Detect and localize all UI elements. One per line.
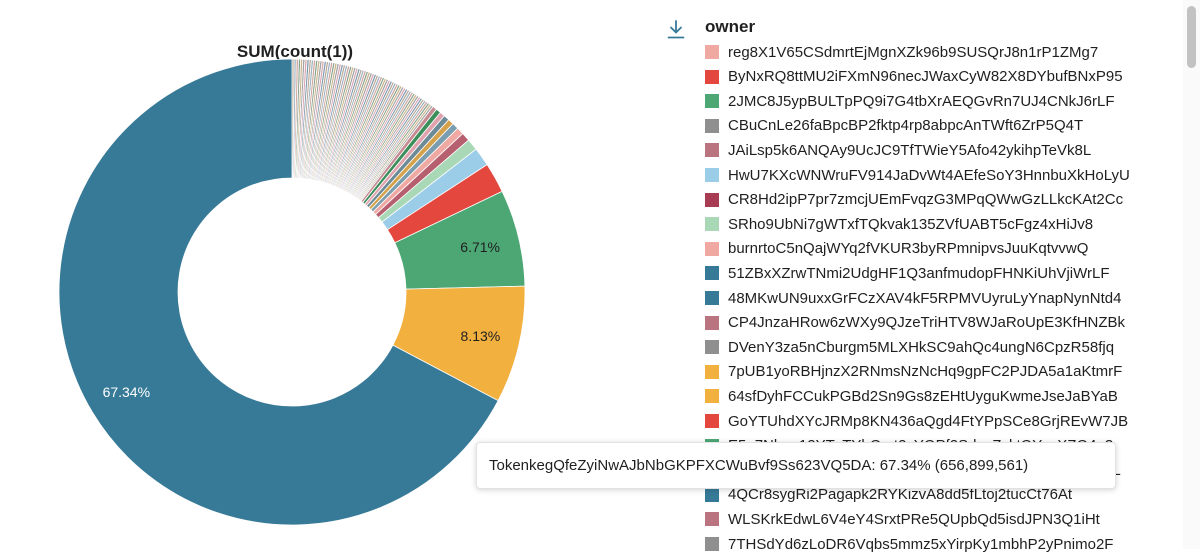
legend-item[interactable]: 4QCr8sygRi2Pagapk2RYKizvA8dd5fLtoj2tucCt…: [705, 483, 1072, 507]
legend-scrollbar-thumb[interactable]: [1187, 6, 1196, 68]
legend-label: CP4JnzaHRow6zWXy9QJzeTriHTV8WJaRoUpE3KfH…: [728, 314, 1126, 332]
legend-item[interactable]: JAiLsp5k6ANQAy9UcJC9TfTWieY5Afo42ykihpTe…: [705, 138, 1091, 162]
legend-swatch: [705, 487, 719, 502]
legend-swatch: [705, 69, 719, 84]
pie-slices: [58, 58, 526, 526]
legend-label: CBuCnLe26faBpcBP2fktp4rp8abpcAnTWft6ZrP5…: [728, 117, 1084, 135]
legend-item[interactable]: 7THSdYd6zLoDR6Vqbs5mmz5xYirpKy1mbhP2yPni…: [705, 532, 1113, 556]
legend-label: JAiLsp5k6ANQAy9UcJC9TfTWieY5Afo42ykihpTe…: [728, 141, 1092, 159]
legend-item[interactable]: 48MKwUN9uxxGrFCzXAV4kF5RPMVUyruLyYnapNyn…: [705, 286, 1121, 310]
legend-swatch: [705, 512, 719, 527]
pie-slice-labels: 6.71% 8.13% 67.34%: [103, 239, 501, 400]
legend-list: reg8X1V65CSdmrtEjMgnXZk96b9SUSQrJ8n1rP1Z…: [705, 40, 1175, 560]
legend-label: HwU7KXcWNWruFV914JaDvWt4AEfeSoY3HnnbuXkH…: [728, 166, 1130, 184]
chart-title: SUM(count(1)): [236, 42, 354, 61]
legend-label: WLSKrkEdwL6V4eY4SrxtPRe5QUpbQd5isdJPN3Q1…: [728, 510, 1100, 528]
legend-swatch: [705, 340, 719, 355]
legend-label: 51ZBxXZrwTNmi2UdgHF1Q3anfmudopFHNKiUhVji…: [728, 264, 1110, 282]
legend-swatch: [705, 94, 719, 109]
legend-label: 7pUB1yoRBHjnzX2RNmsNzNcHq9gpFC2PJDA5a1aK…: [728, 363, 1123, 381]
legend-item[interactable]: CR8Hd2ipP7pr7zmcjUEmFvqzG3MPqQWwGzLLkcKA…: [705, 188, 1123, 212]
legend-label: 2JMC8J5ypBULTpPQ9i7G4tbXrAEQGvRn7UJ4CNkJ…: [728, 92, 1115, 110]
legend-item[interactable]: HwU7KXcWNWruFV914JaDvWt4AEfeSoY3HnnbuXkH…: [705, 163, 1130, 187]
slice-percent-label: 67.34%: [103, 384, 150, 400]
legend-title: owner: [705, 17, 756, 36]
legend-swatch: [705, 315, 719, 330]
legend-label: 7THSdYd6zLoDR6Vqbs5mmz5xYirpKy1mbhP2yPni…: [728, 535, 1114, 553]
legend-item[interactable]: 64sfDyhFCCukPGBd2Sn9Gs8zEHtUyguKwmeJseJa…: [705, 384, 1118, 408]
legend-item[interactable]: CBuCnLe26faBpcBP2fktp4rp8abpcAnTWft6ZrP5…: [705, 114, 1083, 138]
legend-label: burnrtoC5nQajWYq2fVKUR3byRPmnipvsJuuKqtv…: [728, 240, 1089, 258]
legend-swatch: [705, 364, 719, 379]
legend-item[interactable]: 2JMC8J5ypBULTpPQ9i7G4tbXrAEQGvRn7UJ4CNkJ…: [705, 89, 1115, 113]
legend-item[interactable]: 7pUB1yoRBHjnzX2RNmsNzNcHq9gpFC2PJDA5a1aK…: [705, 360, 1122, 384]
legend-item[interactable]: ByNxRQ8ttMU2iFXmN96necJWaxCyW82X8DYbufBN…: [705, 65, 1123, 89]
legend-item[interactable]: reg8X1V65CSdmrtEjMgnXZk96b9SUSQrJ8n1rP1Z…: [705, 40, 1098, 64]
donut-chart[interactable]: 6.71% 8.13% 67.34%: [0, 0, 660, 549]
legend-item[interactable]: DVenY3za5nCburgm5MLXHkSC9ahQc4ungN6CpzR5…: [705, 335, 1114, 359]
legend-item[interactable]: GoYTUhdXYcJRMp8KN436aQgd4FtYPpSCe8GrjREv…: [705, 409, 1128, 433]
legend-swatch: [705, 168, 719, 182]
legend-swatch: [705, 414, 719, 428]
tooltip-text: TokenkegQfeZyiNwAJbNbGKPFXCWuBvf9Ss623VQ…: [489, 457, 1029, 474]
slice-percent-label: 6.71%: [460, 239, 500, 255]
legend-swatch: [705, 118, 719, 133]
legend-label: 4QCr8sygRi2Pagapk2RYKizvA8dd5fLtoj2tucCt…: [728, 486, 1073, 504]
download-icon[interactable]: [665, 18, 687, 40]
legend-item[interactable]: CP4JnzaHRow6zWXy9QJzeTriHTV8WJaRoUpE3KfH…: [705, 311, 1125, 335]
legend-label: GoYTUhdXYcJRMp8KN436aQgd4FtYPpSCe8GrjREv…: [728, 412, 1129, 430]
legend-item[interactable]: WLSKrkEdwL6V4eY4SrxtPRe5QUpbQd5isdJPN3Q1…: [705, 507, 1100, 531]
legend-label: reg8X1V65CSdmrtEjMgnXZk96b9SUSQrJ8n1rP1Z…: [728, 43, 1099, 61]
legend-item[interactable]: burnrtoC5nQajWYq2fVKUR3byRPmnipvsJuuKqtv…: [705, 237, 1088, 261]
legend-label: CR8Hd2ipP7pr7zmcjUEmFvqzG3MPqQWwGzLLkcKA…: [728, 191, 1124, 209]
legend-label: SRho9UbNi7gWTxfTQkvak135ZVfUABT5cFgz4xHi…: [728, 215, 1094, 233]
legend-swatch: [705, 45, 719, 59]
pie-slice[interactable]: [58, 58, 499, 526]
legend-scrollbar[interactable]: [1183, 0, 1200, 549]
legend-label: 48MKwUN9uxxGrFCzXAV4kF5RPMVUyruLyYnapNyn…: [728, 289, 1122, 307]
legend-swatch: [705, 217, 719, 232]
legend-swatch: [705, 389, 719, 404]
legend-item[interactable]: 51ZBxXZrwTNmi2UdgHF1Q3anfmudopFHNKiUhVji…: [705, 261, 1110, 285]
legend-swatch: [705, 266, 719, 281]
legend-swatch: [705, 291, 719, 305]
slice-percent-label: 8.13%: [461, 328, 501, 344]
chart-tooltip: TokenkegQfeZyiNwAJbNbGKPFXCWuBvf9Ss623VQ…: [476, 442, 1116, 489]
legend-swatch: [705, 537, 719, 551]
legend-label: 64sfDyhFCCukPGBd2Sn9Gs8zEHtUyguKwmeJseJa…: [728, 387, 1118, 405]
legend-label: DVenY3za5nCburgm5MLXHkSC9ahQc4ungN6CpzR5…: [728, 338, 1115, 356]
legend-item[interactable]: SRho9UbNi7gWTxfTQkvak135ZVfUABT5cFgz4xHi…: [705, 212, 1093, 236]
legend-swatch: [705, 192, 719, 207]
legend-label: ByNxRQ8ttMU2iFXmN96necJWaxCyW82X8DYbufBN…: [728, 68, 1123, 86]
legend-swatch: [705, 241, 719, 256]
legend-swatch: [705, 143, 719, 158]
